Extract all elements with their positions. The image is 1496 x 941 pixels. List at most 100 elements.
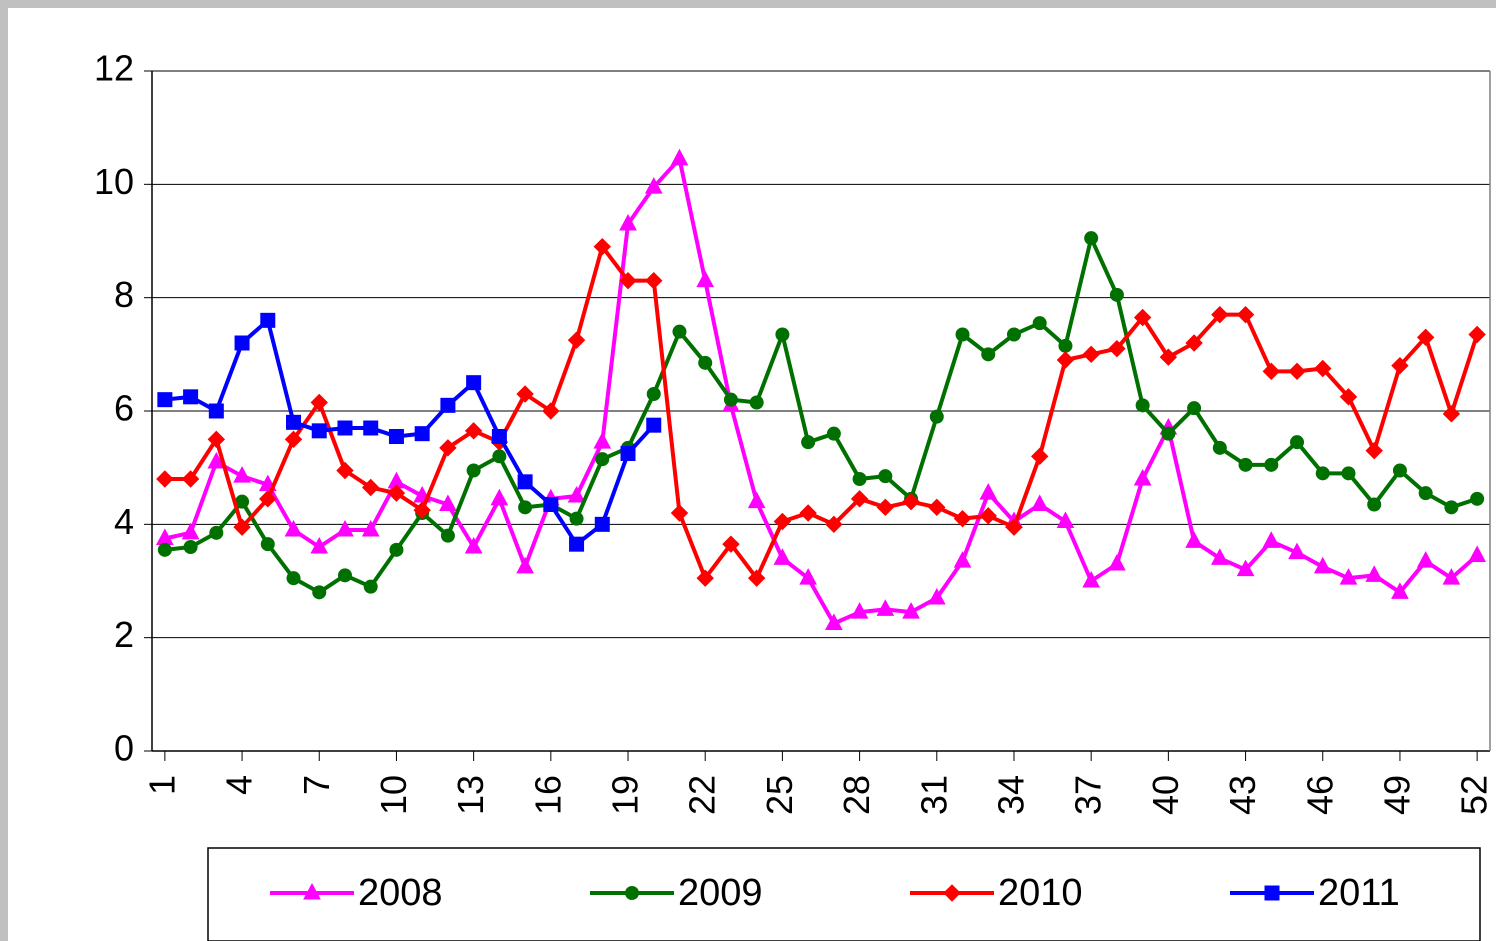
series-line	[164, 236, 1478, 595]
marker	[619, 213, 637, 231]
marker	[1108, 339, 1126, 358]
y-tick-label: 2	[114, 614, 134, 655]
x-tick-label: 28	[836, 775, 877, 815]
marker	[1082, 570, 1101, 588]
marker	[850, 602, 869, 619]
marker	[1365, 565, 1384, 582]
marker	[389, 542, 404, 557]
marker	[1262, 362, 1280, 381]
x-tick-label: 7	[296, 775, 337, 795]
x-tick-label: 40	[1145, 775, 1186, 815]
marker	[1313, 556, 1332, 574]
series-line	[164, 244, 1480, 581]
marker	[981, 347, 996, 362]
marker	[181, 470, 200, 488]
marker	[1133, 308, 1152, 327]
marker	[1264, 885, 1280, 901]
marker	[569, 511, 584, 526]
marker	[1056, 511, 1075, 528]
y-tick-label: 6	[114, 388, 134, 429]
marker	[490, 488, 509, 506]
marker	[336, 461, 354, 480]
marker	[209, 525, 224, 540]
marker	[183, 540, 198, 554]
marker	[1468, 325, 1486, 344]
marker	[516, 556, 534, 574]
marker	[953, 509, 972, 528]
marker	[312, 585, 327, 600]
marker	[850, 490, 869, 508]
marker	[1290, 435, 1305, 450]
marker	[207, 451, 226, 469]
marker	[1236, 559, 1255, 577]
marker	[1236, 305, 1255, 324]
marker	[644, 177, 663, 194]
marker	[1315, 466, 1330, 481]
marker	[233, 466, 251, 483]
marker	[1341, 466, 1356, 481]
marker	[825, 613, 843, 630]
x-tick-label: 46	[1299, 775, 1340, 815]
marker	[1365, 441, 1383, 460]
marker	[1161, 426, 1176, 441]
marker	[492, 449, 507, 464]
marker	[1133, 468, 1152, 486]
marker	[670, 148, 689, 166]
marker	[1470, 491, 1485, 506]
marker	[1032, 316, 1047, 331]
marker	[1314, 359, 1332, 378]
marker	[466, 463, 481, 478]
marker	[1005, 518, 1023, 536]
marker	[1135, 398, 1150, 413]
y-tick-label: 8	[114, 274, 134, 315]
marker	[1030, 494, 1049, 511]
marker	[567, 485, 586, 503]
marker	[303, 882, 321, 900]
marker	[464, 422, 483, 440]
marker	[1187, 401, 1202, 416]
marker	[567, 331, 586, 349]
marker	[1264, 457, 1279, 472]
marker	[927, 587, 946, 605]
marker	[439, 439, 457, 457]
marker	[979, 483, 998, 500]
x-tick-label: 31	[913, 775, 954, 815]
marker	[670, 504, 689, 522]
x-tick-label: 37	[1068, 775, 1109, 815]
x-tick-label: 22	[682, 775, 723, 815]
marker	[672, 324, 687, 339]
marker	[387, 484, 406, 502]
marker	[181, 522, 200, 540]
marker	[1084, 231, 1099, 246]
marker	[362, 478, 380, 497]
marker	[773, 512, 792, 531]
marker	[1367, 497, 1382, 512]
marker	[929, 409, 944, 424]
marker	[1006, 327, 1021, 342]
marker	[260, 312, 276, 328]
marker	[311, 423, 327, 439]
marker	[955, 327, 970, 342]
legend-label: 2010	[998, 872, 1083, 914]
marker	[1262, 531, 1281, 548]
x-tick-label: 52	[1454, 775, 1495, 815]
marker	[1211, 305, 1229, 324]
marker	[440, 397, 456, 413]
marker	[902, 602, 920, 619]
marker	[1442, 568, 1461, 585]
x-tick-label: 1	[141, 775, 182, 795]
marker	[1056, 351, 1075, 369]
marker	[801, 435, 816, 450]
x-tick-label: 25	[759, 775, 800, 815]
marker	[1418, 486, 1433, 501]
marker	[625, 886, 639, 900]
legend-label: 2008	[358, 872, 443, 914]
marker	[749, 395, 764, 410]
marker	[1185, 531, 1203, 548]
marker	[259, 490, 277, 508]
marker	[543, 497, 559, 512]
marker	[1058, 338, 1073, 353]
marker	[878, 469, 893, 484]
marker	[953, 551, 972, 568]
